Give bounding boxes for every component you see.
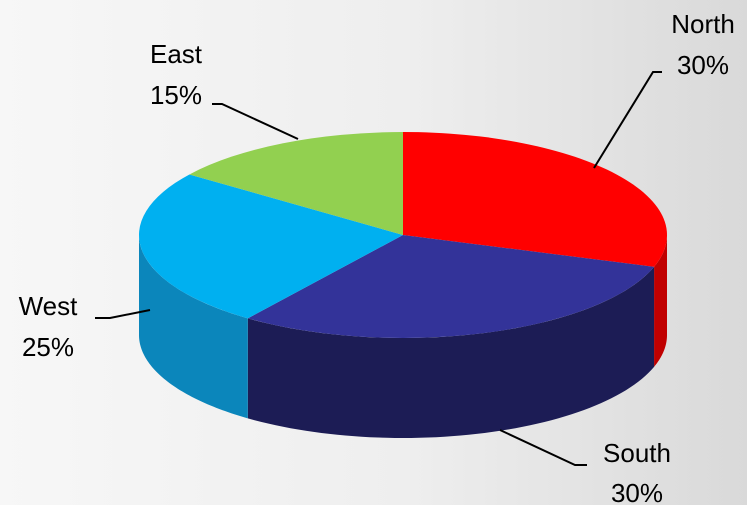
pie-slice-south [247,235,655,339]
pie-side-south [247,266,655,438]
slice-label-east-percent: 15% [150,80,202,110]
pie-slice-west [138,174,403,319]
leader-line-east [212,103,299,140]
slice-label-north-percent: 30% [677,50,729,80]
pie-side-west [139,235,248,419]
slice-label-north-name: North [671,9,735,39]
leader-line-west [95,309,151,319]
leader-lines [95,71,662,466]
pie-slice-north [403,132,668,267]
slice-label-south-percent: 30% [611,478,663,505]
pie-sides [139,235,667,438]
slice-label-south-name: South [603,438,671,468]
pie-tops [138,132,668,339]
pie-side-north [654,235,667,367]
leader-line-south [499,429,587,466]
slice-label-east-name: East [150,39,203,69]
slice-label-west-name: West [19,291,79,321]
leader-line-north [593,71,662,169]
pie-slice-east [189,132,403,235]
slice-label-west-percent: 25% [22,332,74,362]
slice-labels: North 30% South 30% West 25% East 15% [19,9,735,505]
